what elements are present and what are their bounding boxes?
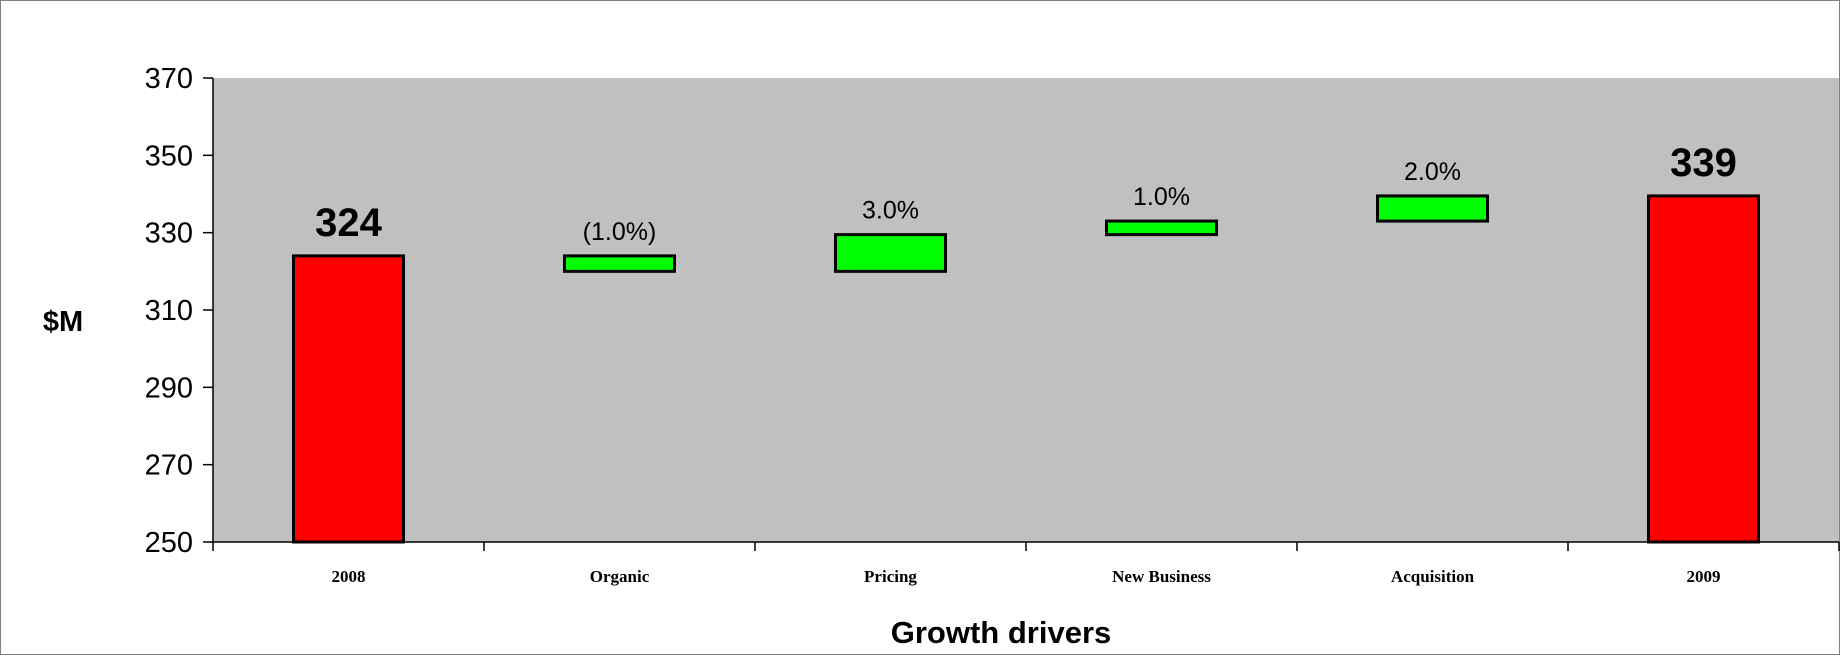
delta-bar xyxy=(1105,219,1218,237)
x-tick-label: Acquisition xyxy=(1391,567,1475,586)
x-axis: 2008 Organic Pricing New Business Acquisitio… xyxy=(212,541,1840,586)
y-tick-label: 370 xyxy=(145,63,193,95)
x-axis-title: Growth drivers xyxy=(891,615,1112,650)
delta-percent-label: 2.0% xyxy=(1404,158,1461,186)
x-tick-label: Pricing xyxy=(864,567,917,586)
x-tick-label: 2008 xyxy=(332,567,366,586)
total-value-label: 339 xyxy=(1670,141,1737,185)
y-tick-label: 310 xyxy=(145,295,193,327)
delta-bar xyxy=(563,254,676,273)
data-labels: 324 (1.0%) 3.0% 1.0% 2.0% 339 xyxy=(315,141,1737,246)
delta-bar xyxy=(834,233,947,273)
y-tick-label: 250 xyxy=(145,527,193,559)
y-tick-label: 350 xyxy=(145,140,193,172)
x-tick-label: 2009 xyxy=(1687,567,1721,586)
x-tick-label: New Business xyxy=(1112,567,1211,586)
x-tick-label: Organic xyxy=(590,567,650,586)
delta-bar xyxy=(1376,194,1489,223)
total-bar xyxy=(292,254,405,544)
delta-percent-label: 1.0% xyxy=(1133,183,1190,211)
delta-percent-label: 3.0% xyxy=(862,197,919,225)
total-bar xyxy=(1647,194,1760,544)
y-tick-label: 290 xyxy=(145,372,193,404)
y-tick-label: 270 xyxy=(145,450,193,482)
y-axis: 250 270 290 310 330 350 370 xyxy=(145,63,214,559)
total-value-label: 324 xyxy=(315,201,382,245)
plot-area xyxy=(213,78,1839,542)
delta-percent-label: (1.0%) xyxy=(583,218,657,246)
bars xyxy=(292,194,1760,544)
y-tick-label: 330 xyxy=(145,218,193,250)
y-axis-title: $M xyxy=(43,306,83,338)
